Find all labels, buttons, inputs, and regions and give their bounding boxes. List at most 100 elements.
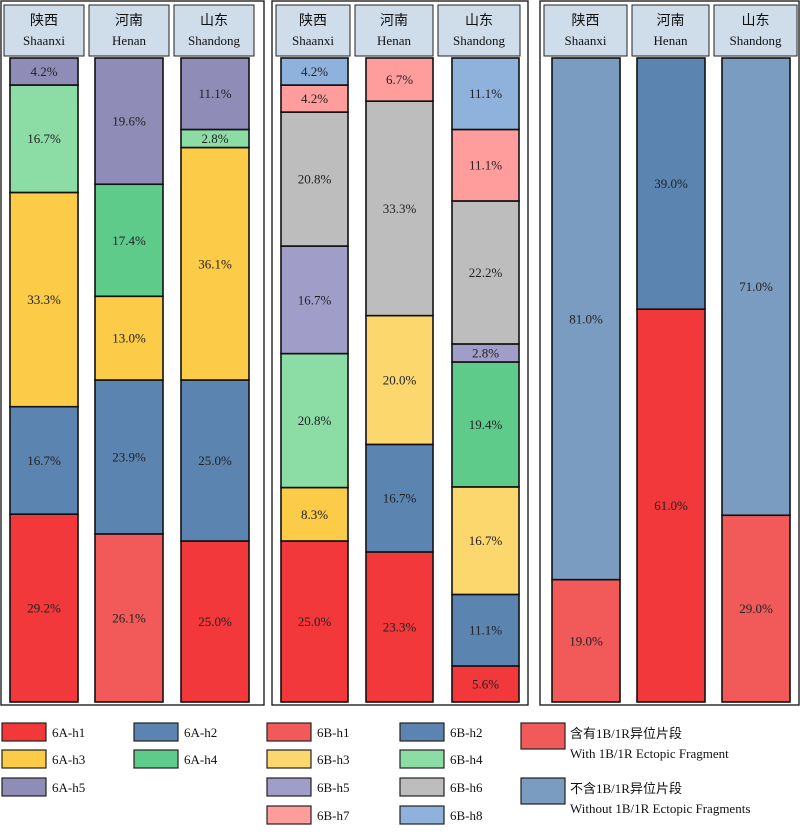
legend-item-6a-h1: 6A-h1 xyxy=(1,722,85,742)
legend-label: 6B-h3 xyxy=(317,752,350,767)
column-header-shaanxi xyxy=(3,4,85,57)
column-header-en: Shandong xyxy=(188,33,241,48)
bar-segment-6b-h8-shaanxi xyxy=(280,57,349,86)
legend-item-6b-h8: 6B-h8 xyxy=(399,805,483,825)
column-header-zh: 山东 xyxy=(200,13,228,29)
legend-item-6b-h1: 6B-h1 xyxy=(266,722,350,742)
legend-item-6a-h3: 6A-h3 xyxy=(1,749,85,769)
column-header-zh: 山东 xyxy=(742,13,770,29)
legend-swatch xyxy=(266,722,312,742)
bar-segment-6b-h3-henan xyxy=(365,314,434,446)
data-label: 33.3% xyxy=(27,292,61,307)
legend-label-en: With 1B/1R Ectopic Fragment xyxy=(570,746,729,761)
bar-segment-6a-h5-shaanxi xyxy=(9,57,79,86)
legend-swatch xyxy=(133,722,179,742)
chart-panel-1: 陕西 Shaanxi 29.2% 16.7% 33.3% 16.7% 4.2% 河南 Henan… xyxy=(0,0,265,706)
legend-label: 6A-h5 xyxy=(52,780,85,795)
legend-swatch xyxy=(399,805,445,825)
legend-swatch xyxy=(266,749,312,769)
data-label: 36.1% xyxy=(198,256,232,271)
bar-segment-6b-h7-henan xyxy=(365,57,434,102)
legend-item-6b-h4: 6B-h4 xyxy=(399,749,483,769)
column-header-en: Shaanxi xyxy=(292,33,334,48)
bar-segment-不含1b/1r异位片段-shandong xyxy=(721,57,791,517)
data-label: 29.0% xyxy=(739,601,773,616)
legend-label: 6B-h6 xyxy=(450,780,483,795)
data-label: 20.8% xyxy=(298,172,332,187)
legend-swatch xyxy=(266,805,312,825)
column-header-en: Shaanxi xyxy=(23,33,65,48)
column-header-henan xyxy=(354,4,434,57)
chart-panel-2: 陕西 Shaanxi 25.0% 8.3% 20.8% 16.7% 20.8% 4.2% 4.2… xyxy=(271,0,529,706)
legend-swatch xyxy=(520,722,566,750)
data-label: 71.0% xyxy=(739,279,773,294)
legend-item-without: 不含1B/1R异位片段 Without 1B/1R Ectopic Fragmen… xyxy=(520,777,750,816)
panel-frame xyxy=(539,0,800,706)
column-header-zh: 山东 xyxy=(465,13,493,29)
data-label: 29.2% xyxy=(27,601,61,616)
data-label: 23.9% xyxy=(112,449,146,464)
data-label: 16.7% xyxy=(383,491,417,506)
data-label: 81.0% xyxy=(569,311,603,326)
data-label: 33.3% xyxy=(383,201,417,216)
column-header-en: Henan xyxy=(112,33,146,48)
bar-segment-含有1b/1r异位片段-henan xyxy=(636,308,706,703)
legend-label: 6B-h1 xyxy=(317,725,350,740)
bar-segment-含有1b/1r异位片段-shaanxi xyxy=(551,578,621,703)
column-header-zh: 陕西 xyxy=(299,13,327,29)
legend-swatch xyxy=(399,749,445,769)
legend-item-6b-h3: 6B-h3 xyxy=(266,749,350,769)
data-label: 20.0% xyxy=(383,373,417,388)
bar-segment-6b-h1-shandong xyxy=(451,665,520,703)
legend-label-zh: 含有1B/1R异位片段 xyxy=(570,726,682,741)
panel-frame xyxy=(0,0,265,706)
bar-segment-6a-h2-shaanxi xyxy=(9,405,79,515)
data-label: 2.8% xyxy=(201,131,228,146)
data-label: 26.1% xyxy=(112,610,146,625)
data-label: 19.6% xyxy=(112,114,146,129)
bar-segment-6a-h1-henan xyxy=(94,533,164,703)
data-label: 6.7% xyxy=(386,72,413,87)
legend-item-6b-h2: 6B-h2 xyxy=(399,722,483,742)
column-header-en: Shandong xyxy=(453,33,506,48)
legend-swatch xyxy=(1,749,47,769)
legend-swatch xyxy=(399,722,445,742)
data-label: 20.8% xyxy=(298,413,332,428)
column-header-en: Henan xyxy=(377,33,411,48)
column-header-en: Shaanxi xyxy=(565,33,607,48)
bar-segment-6b-h7-shandong xyxy=(451,128,520,202)
column-header-shaanxi xyxy=(543,4,628,57)
column-header-en: Shandong xyxy=(730,33,783,48)
legend-label: 6B-h2 xyxy=(450,725,483,740)
data-label: 13.0% xyxy=(112,331,146,346)
legend-label-en: Without 1B/1R Ectopic Fragments xyxy=(570,801,750,816)
bar-segment-6a-h3-shandong xyxy=(180,146,250,381)
legend-label: 6A-h3 xyxy=(52,752,85,767)
bar-segment-6b-h2-henan xyxy=(365,443,434,553)
legend-label: 6A-h4 xyxy=(184,752,218,767)
chart-panel-3: 陕西 Shaanxi 19.0% 81.0% 河南 Henan 61.0% 39.0% 山东 Sh… xyxy=(539,0,800,706)
legend-item-6a-h2: 6A-h2 xyxy=(133,722,217,742)
data-label: 16.7% xyxy=(298,292,332,307)
legend-label: 6B-h7 xyxy=(317,808,350,823)
data-label: 23.3% xyxy=(383,619,417,634)
bar-segment-6b-h2-shandong xyxy=(451,593,520,667)
legend-label: 6A-h1 xyxy=(52,725,85,740)
legend-swatch xyxy=(1,777,47,797)
bar-segment-6a-h1-shandong xyxy=(180,540,250,703)
data-label: 39.0% xyxy=(654,176,688,191)
data-label: 11.1% xyxy=(198,86,231,101)
legend-item-6a-h4: 6A-h4 xyxy=(133,749,218,769)
data-label: 16.7% xyxy=(469,533,503,548)
bar-segment-6a-h2-shandong xyxy=(180,379,250,542)
legend-item-6b-h6: 6B-h6 xyxy=(399,777,483,797)
column-header-shandong xyxy=(713,4,798,57)
data-label: 8.3% xyxy=(301,507,328,522)
data-label: 17.4% xyxy=(112,233,146,248)
data-label: 25.0% xyxy=(198,614,232,629)
legend-swatch xyxy=(520,777,566,805)
data-label: 19.4% xyxy=(469,417,503,432)
data-label: 16.7% xyxy=(27,131,61,146)
bar-segment-6b-h4-shandong xyxy=(451,361,520,488)
